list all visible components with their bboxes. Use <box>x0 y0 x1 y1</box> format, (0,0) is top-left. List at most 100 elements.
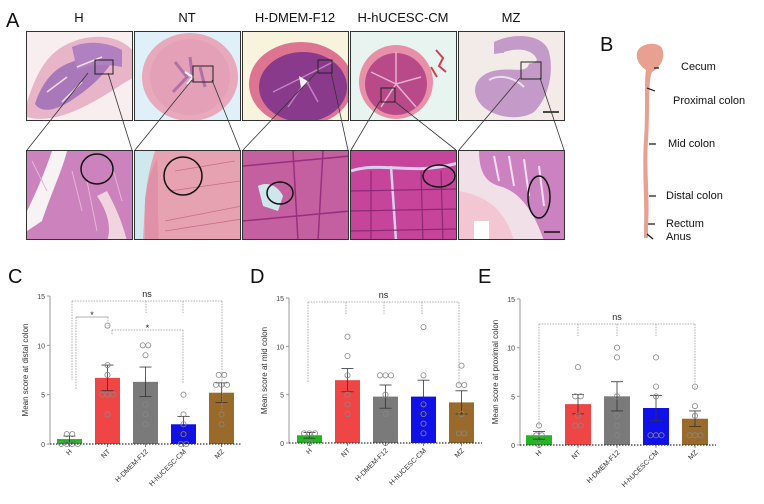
x-tick-label: H <box>305 447 314 456</box>
data-point <box>110 391 117 398</box>
data-point <box>458 362 465 369</box>
y-tick-label: 5 <box>511 394 515 401</box>
data-point <box>420 420 427 427</box>
data-point <box>104 322 111 329</box>
x-tick-label: MZ <box>214 448 227 461</box>
micrograph-detail-mz <box>458 150 565 240</box>
micrograph-overview-nt <box>134 31 241 121</box>
data-point <box>420 430 427 437</box>
x-tick-label: NT <box>571 449 583 461</box>
x-tick-label: H-DMEM-F12 <box>354 447 390 483</box>
y-tick-label: 5 <box>280 393 284 400</box>
data-point <box>577 422 584 429</box>
micrograph-overview-h <box>26 31 133 121</box>
data-point <box>382 411 389 418</box>
data-point <box>652 393 659 400</box>
data-point <box>142 352 149 359</box>
label-rectum: Rectum <box>666 218 704 230</box>
data-point <box>420 411 427 418</box>
x-tick-label: H <box>535 449 544 458</box>
data-point <box>652 354 659 361</box>
x-tick-label: H-DMEM-F12 <box>586 449 622 485</box>
data-point <box>223 381 230 388</box>
data-point <box>420 324 427 331</box>
data-point <box>577 393 584 400</box>
data-point <box>344 333 351 340</box>
micrograph-detail-h-dmem-f12 <box>242 150 349 240</box>
data-point <box>221 371 228 378</box>
data-point <box>69 431 76 438</box>
data-point <box>420 372 427 379</box>
data-point <box>652 383 659 390</box>
micrograph-overview-h-dmem-f12 <box>242 31 349 121</box>
significance-label: ns <box>379 290 389 300</box>
data-point <box>614 422 621 429</box>
data-point <box>697 432 704 439</box>
data-point <box>458 411 465 418</box>
label-proximal-colon: Proximal colon <box>673 95 746 107</box>
x-tick-label: H-hUCESC-CM <box>148 448 188 488</box>
y-tick-label: 15 <box>276 296 284 303</box>
data-point <box>614 412 621 419</box>
y-tick-label: 10 <box>37 343 45 350</box>
data-point <box>180 391 187 398</box>
zoom-connector-lines <box>26 71 565 151</box>
bar-h <box>526 435 552 445</box>
data-point <box>538 432 545 439</box>
micrograph-detail-h-hucesc-cm <box>350 150 457 240</box>
panel-c-letter: C <box>8 266 23 288</box>
significance-label: ns <box>142 290 152 299</box>
data-point <box>461 430 468 437</box>
column-title-h: H <box>74 10 84 25</box>
column-title-nt: NT <box>178 10 196 25</box>
y-axis-label: Mean score at proximal colon <box>491 320 500 425</box>
data-point <box>344 353 351 360</box>
data-point <box>139 342 146 349</box>
data-point <box>575 412 582 419</box>
y-tick-label: 10 <box>276 344 284 351</box>
data-point <box>658 432 665 439</box>
significance-label: * <box>90 310 94 320</box>
data-point <box>691 412 698 419</box>
column-title-h-hucesc-cm: H-hUCESC-CM <box>357 10 449 25</box>
data-point <box>180 421 187 428</box>
data-point <box>575 364 582 371</box>
data-point <box>218 411 225 418</box>
bar-h <box>297 435 322 443</box>
data-point <box>536 422 543 429</box>
x-tick-label: NT <box>340 447 352 459</box>
data-point <box>104 362 111 369</box>
bar-chart-distal-colon: 0 5 10 15 Mean score at distal colon H NT H-DME… <box>21 290 242 488</box>
data-point <box>376 372 383 379</box>
label-cecum: Cecum <box>681 61 716 73</box>
y-axis-label: Mean score at distal colon <box>21 324 30 417</box>
x-tick-label: NT <box>100 448 112 460</box>
x-tick-label: MZ <box>687 449 700 462</box>
y-tick-label: 15 <box>37 294 45 301</box>
data-point <box>301 430 308 437</box>
micrograph-overview-h-hucesc-cm <box>350 31 457 121</box>
panel-b-letter: B <box>600 34 614 56</box>
data-point <box>104 371 111 378</box>
x-tick-label: H-hUCESC-CM <box>621 449 661 489</box>
y-tick-label: 15 <box>507 297 515 304</box>
micrograph-detail-h <box>26 150 133 240</box>
y-tick-label: 0 <box>511 443 515 450</box>
significance-label: * <box>146 323 150 333</box>
x-tick-label: H-DMEM-F12 <box>114 448 150 484</box>
y-tick-label: 0 <box>280 441 284 448</box>
data-point <box>312 430 319 437</box>
column-title-mz: MZ <box>501 10 521 25</box>
data-point <box>461 382 468 389</box>
panel-e-letter: E <box>478 266 492 288</box>
panel-d-letter: D <box>250 266 265 288</box>
significance-label: ns <box>612 312 622 322</box>
data-point <box>387 372 394 379</box>
colon-diagram <box>636 43 664 240</box>
data-point <box>420 401 427 408</box>
label-mid-colon: Mid colon <box>668 138 716 150</box>
micrograph-detail-nt <box>134 150 241 240</box>
y-axis-label: Mean score at mid colon <box>260 327 269 414</box>
bar-chart-proximal-colon: 0 5 10 15 Mean score at proximal colon H NT H-D… <box>491 297 716 489</box>
data-point <box>344 401 351 408</box>
